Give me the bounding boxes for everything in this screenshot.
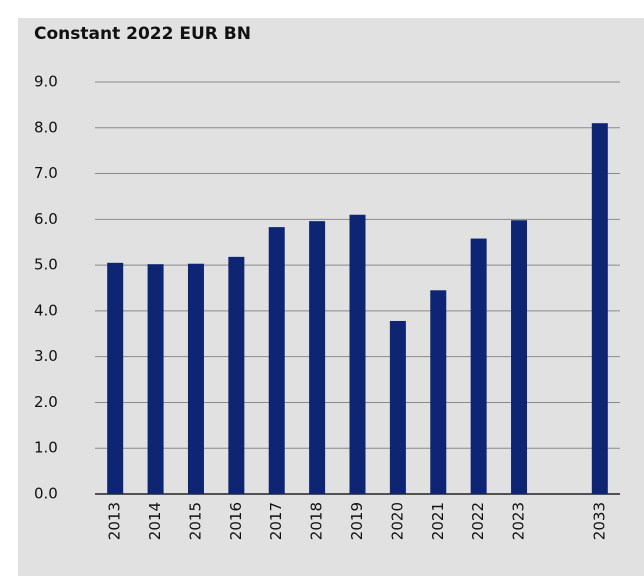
y-tick-label: 1.0 [34, 439, 58, 457]
chart-title: Constant 2022 EUR BN [34, 24, 251, 44]
y-tick-label: 0.0 [34, 485, 58, 503]
bar [228, 256, 245, 494]
bar [107, 262, 124, 494]
bar [147, 264, 164, 494]
bar [389, 320, 406, 494]
y-tick-label: 8.0 [34, 118, 58, 136]
x-tick-label: 2016 [227, 502, 245, 540]
bar [511, 220, 528, 494]
y-tick-label: 3.0 [34, 347, 58, 365]
x-tick-label: 2023 [510, 502, 528, 540]
x-tick-label: 2014 [146, 502, 164, 540]
x-tick-label: 2015 [186, 502, 204, 540]
y-tick-label: 4.0 [34, 301, 58, 319]
bar [430, 290, 447, 494]
y-tick-label: 5.0 [34, 256, 58, 274]
y-tick-label: 7.0 [34, 164, 58, 182]
x-tick-label: 2018 [308, 502, 326, 540]
y-tick-label: 6.0 [34, 210, 58, 228]
bar [470, 238, 487, 494]
bar [268, 227, 285, 495]
x-tick-label: 2013 [106, 502, 124, 540]
bar [349, 214, 366, 494]
x-tick-label: 2033 [590, 502, 608, 540]
bar [309, 221, 326, 495]
y-tick-label: 9.0 [34, 73, 58, 91]
x-tick-label: 2022 [469, 502, 487, 540]
x-tick-label: 2019 [348, 502, 366, 540]
bar [591, 123, 608, 494]
bar [187, 263, 204, 494]
y-tick-label: 2.0 [34, 393, 58, 411]
x-tick-label: 2017 [267, 502, 285, 540]
x-tick-label: 2020 [388, 502, 406, 540]
x-tick-label: 2021 [429, 502, 447, 540]
